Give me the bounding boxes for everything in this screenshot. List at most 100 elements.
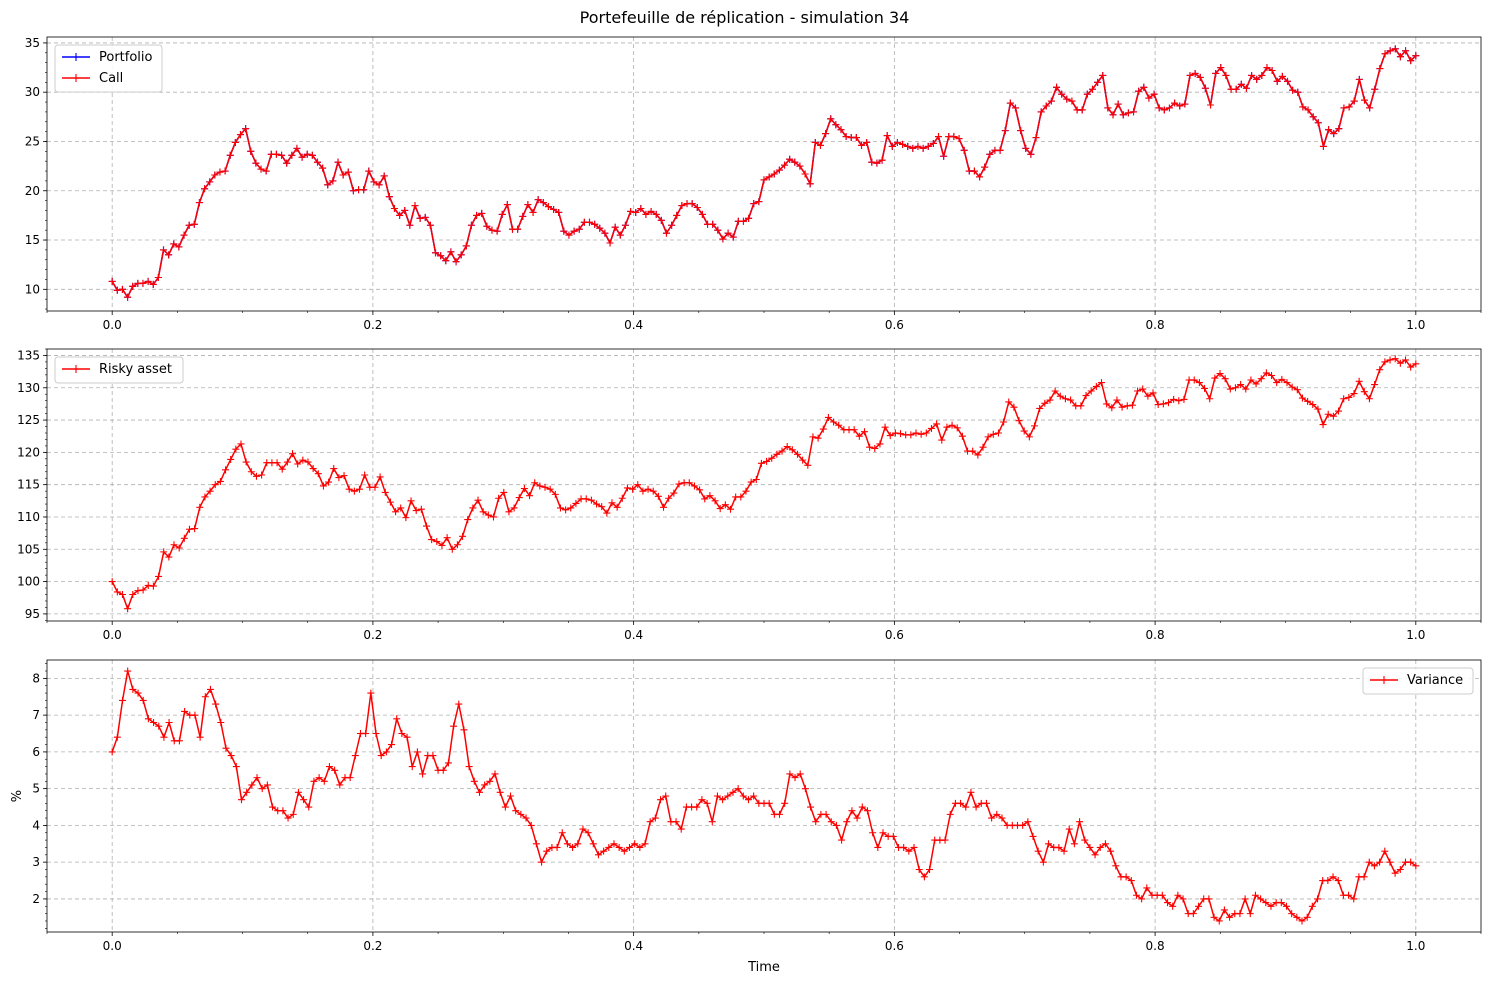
data-point [1086,843,1094,851]
data-point [1195,379,1203,387]
data-point [752,476,760,484]
data-point [483,222,491,230]
data-point [781,799,789,807]
data-point [822,130,830,138]
data-point [940,152,948,160]
data-point [646,818,654,826]
data-point [288,151,296,159]
data-point [416,214,424,222]
data-point [986,150,994,158]
data-point [1284,77,1292,85]
data-point [217,718,225,726]
data-point [1257,375,1265,383]
data-point [747,478,755,486]
data-point [1037,108,1045,116]
data-point [618,494,626,502]
x-tick-label: 1.0 [1406,318,1425,332]
data-point [737,493,745,501]
data-point [763,457,771,465]
data-point [724,229,732,237]
data-point [757,459,765,467]
data-point [439,766,447,774]
data-point [211,171,219,179]
data-point [1063,95,1071,103]
data-point [1324,877,1332,885]
axes-frame [46,348,1482,622]
data-point [1006,99,1014,107]
data-point [1396,866,1404,874]
data-point [819,425,827,433]
data-point [760,176,768,184]
data-point [1237,80,1245,88]
data-point [970,167,978,175]
data-point [479,508,487,516]
data-point [412,507,420,515]
data-point [236,131,244,139]
data-point [413,748,421,756]
data-point [1034,847,1042,855]
data-point [269,803,277,811]
data-point [1056,392,1064,400]
data-point [1159,400,1167,408]
data-point [303,150,311,158]
y-tick-label: 130 [17,381,40,395]
data-point [611,223,619,231]
data-point [1325,126,1333,134]
data-point [869,829,877,837]
data-point [222,744,230,752]
data-point [491,770,499,778]
data-point [838,836,846,844]
data-point [150,718,158,726]
data-point [620,847,628,855]
data-point [603,509,611,517]
data-point [1051,387,1059,395]
data-point [1370,862,1378,870]
data-point [488,226,496,234]
data-point [1222,71,1230,79]
data-point [1246,910,1254,918]
data-point [811,138,819,146]
data-point [165,251,173,259]
data-point [637,205,645,212]
data-point [750,200,758,208]
data-point [315,774,323,782]
data-point [191,525,199,533]
data-point [139,586,147,594]
data-point [515,494,523,502]
data-point [175,544,183,552]
data-point [527,821,535,829]
data-point [788,446,796,454]
data-point [232,763,240,771]
data-point [242,458,250,466]
data-point [473,211,481,219]
data-point [1207,101,1215,109]
data-point [381,488,389,496]
y-tick-label: 15 [25,233,40,247]
data-point [118,591,126,599]
data-point [1022,144,1030,152]
data-point [1242,84,1250,92]
data-point [594,851,602,859]
data-point [139,279,147,287]
data-point [804,461,812,469]
data-point [475,788,483,796]
data-point [1360,96,1368,104]
data-point [538,858,546,866]
data-point [293,144,301,152]
data-point [1391,869,1399,877]
data-point [807,803,815,811]
data-point [247,468,255,476]
data-point [1053,83,1061,91]
data-point [1055,843,1063,851]
data-point [243,788,251,796]
data-point [1360,873,1368,881]
data-point [181,707,189,715]
data-point [724,792,732,800]
data-point [1282,902,1290,910]
data-point [331,766,339,774]
data-point [227,455,235,463]
data-point [1324,410,1332,418]
data-point [1221,375,1229,383]
data-point [247,147,255,155]
x-tick-label: 0.4 [624,318,643,332]
